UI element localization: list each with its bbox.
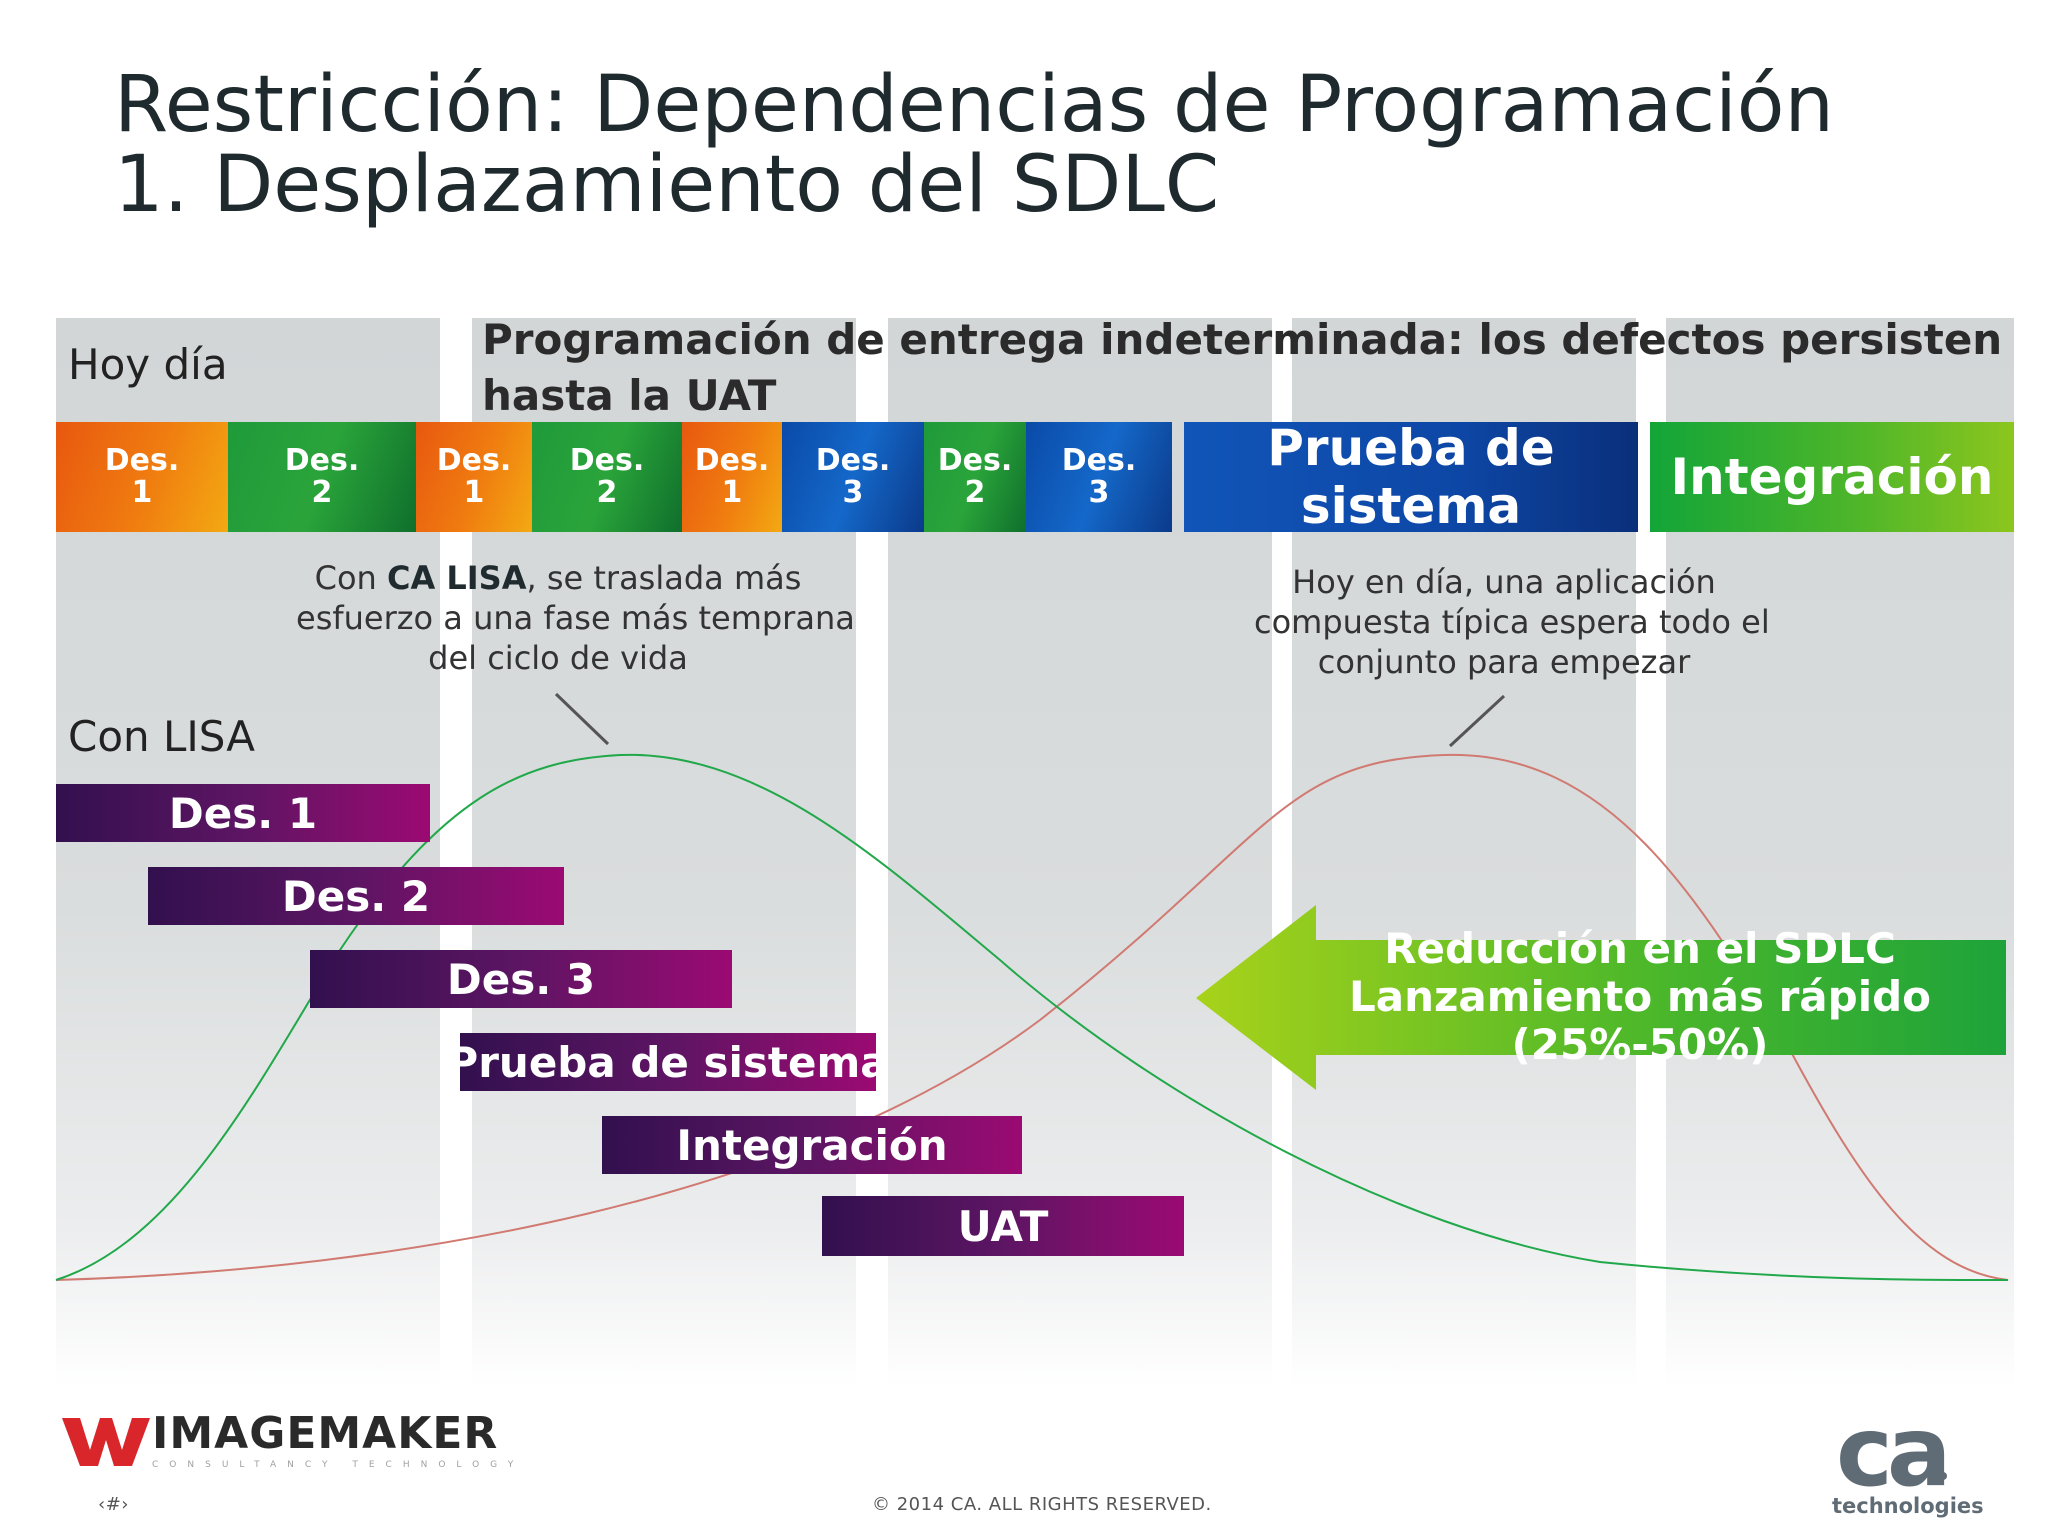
lisa-bar-uat: UAT: [822, 1196, 1184, 1256]
page-number: ‹#›: [98, 1494, 129, 1515]
segment-label: Des.: [284, 443, 360, 478]
today-segment: Des. 2: [924, 422, 1026, 532]
imagemaker-logo-icon: [62, 1418, 150, 1466]
segment-number: 2: [964, 475, 986, 510]
note-right-line2: compuesta típica espera todo el: [1254, 603, 1770, 641]
arrow-text: Reducción en el SDLC Lanzamiento más ráp…: [1340, 925, 1940, 1069]
today-segment: Des. 2: [532, 422, 682, 532]
segment-number: 3: [842, 475, 864, 510]
segment-number: 3: [1088, 475, 1110, 510]
callout-line-right: [1448, 694, 1506, 748]
today-segment: Des. 2: [228, 422, 416, 532]
today-segment: Des. 3: [1026, 422, 1172, 532]
ca-logo-subtitle: technologies: [1832, 1494, 1984, 1518]
segment-number: 2: [596, 475, 618, 510]
note-right: Hoy en día, una aplicación compuesta típ…: [1254, 562, 1770, 682]
imagemaker-logo-subtitle: CONSULTANCY TECHNOLOGY: [152, 1460, 525, 1470]
segment-label: Des.: [694, 443, 770, 478]
curve-right: [55, 753, 2009, 1281]
lisa-bar-system-test: Prueba de sistema: [447, 1033, 889, 1091]
today-system-test: Prueba de sistema: [1184, 419, 1638, 535]
segment-number: 1: [463, 475, 485, 510]
ca-logo: ca: [1836, 1396, 1952, 1508]
note-left-bold: CA LISA: [386, 559, 527, 597]
imagemaker-logo-text: IMAGEMAKER: [152, 1408, 499, 1459]
note-left-post: , se traslada más: [526, 559, 802, 597]
today-headline: Programación de entrega indeterminada: l…: [482, 315, 2003, 420]
today-label: Hoy día: [68, 340, 228, 389]
ca-logo-dot-icon: [1939, 1472, 1947, 1480]
with-lisa-label: Con LISA: [68, 712, 255, 761]
note-right-line3: conjunto para empezar: [1317, 643, 1691, 681]
copyright: © 2014 CA. ALL RIGHTS RESERVED.: [872, 1494, 1212, 1515]
segment-number: 1: [721, 475, 743, 510]
note-left-line3: del ciclo de vida: [428, 639, 688, 677]
today-segment: Des. 3: [782, 422, 924, 532]
today-segment: Des. 1: [682, 422, 782, 532]
lisa-bar-des1: Des. 1: [56, 784, 430, 842]
segment-number: 1: [131, 475, 153, 510]
arrow-line-3: (25%-50%): [1511, 1020, 1769, 1069]
segment-label: Des.: [436, 443, 512, 478]
reduction-arrow: [1196, 905, 2006, 1090]
note-left-line2: esfuerzo a una fase más temprana: [296, 599, 855, 637]
lisa-bar-des2: Des. 2: [148, 867, 564, 925]
title-line-1: Restricción: Dependencias de Programació…: [114, 60, 1834, 150]
segment-label: Des.: [104, 443, 180, 478]
note-left-pre: Con: [314, 559, 377, 597]
segment-label: Des.: [1061, 443, 1137, 478]
segment-number: 2: [311, 475, 333, 510]
segment-label: Des.: [815, 443, 891, 478]
callout-line-left: [554, 692, 610, 746]
today-segment: Des. 1: [56, 422, 228, 532]
title-line-2: 1. Desplazamiento del SDLC: [114, 140, 1220, 230]
lisa-bar-des3: Des. 3: [310, 950, 732, 1008]
arrow-line-1: Reducción en el SDLC: [1384, 924, 1896, 973]
today-integration: Integración: [1650, 422, 2014, 532]
lisa-bar-integration: Integración: [602, 1116, 1022, 1174]
segment-label: Des.: [569, 443, 645, 478]
note-right-line1: Hoy en día, una aplicación: [1292, 563, 1716, 601]
segment-label: Des.: [937, 443, 1013, 478]
arrow-line-2: Lanzamiento más rápido: [1348, 972, 1932, 1021]
note-left: Con CA LISA, se traslada más esfuerzo a …: [296, 558, 855, 678]
today-segment: Des. 1: [416, 422, 532, 532]
